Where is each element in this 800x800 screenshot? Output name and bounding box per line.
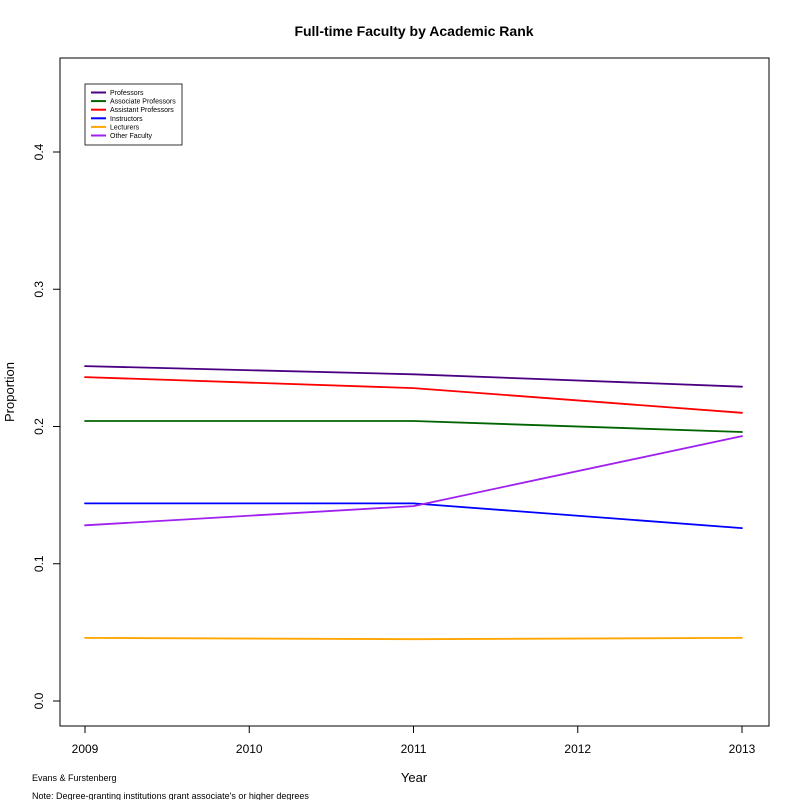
series-group [84,365,743,641]
legend: Professors Associate ProfessorsAssistant … [84,83,183,146]
x-tick-label: 2011 [401,742,427,756]
x-tick-label: 2013 [729,742,756,756]
y-tick-label: 0.1 [32,555,46,572]
y-tick-label: 0.4 [32,143,46,160]
series-line-associate-professors [84,420,743,433]
series-line-professors [84,365,743,388]
credit-note: Evans & Furstenberg [32,773,117,783]
x-tick-label: 2009 [72,742,99,756]
legend-label-assistant-professors: Assistant Professors [110,107,174,114]
x-tick-label: 2012 [564,742,591,756]
plot-frame [59,57,770,727]
series-line-lecturers [84,637,743,641]
legend-label-lecturers: Lecturers [110,124,140,131]
y-axis: 0.0 0.1 0.2 0.3 0.4 [32,143,61,709]
series-line-assistant-professors [84,376,743,414]
footnote: Note: Degree-granting institutions grant… [32,791,309,800]
legend-label-other-faculty: Other Faculty [110,133,153,140]
legend-label-instructors: Instructors [110,116,143,123]
legend-label-associate-professors: Associate Professors [110,99,176,106]
x-tick-label: 2010 [236,742,263,756]
y-axis-label: Proportion [2,362,17,422]
x-axis: 2009 2010 2011 2012 2013 [72,725,756,756]
y-tick-label: 0.3 [32,281,46,298]
y-tick-label: 0.0 [32,692,46,709]
y-tick-label: 0.2 [32,418,46,435]
legend-label-professors: Professors [110,90,144,97]
x-axis-label: Year [401,770,428,785]
chart-title: Full-time Faculty by Academic Rank [294,23,533,39]
series-line-other-faculty [84,435,743,527]
series-line-instructors [84,502,743,529]
